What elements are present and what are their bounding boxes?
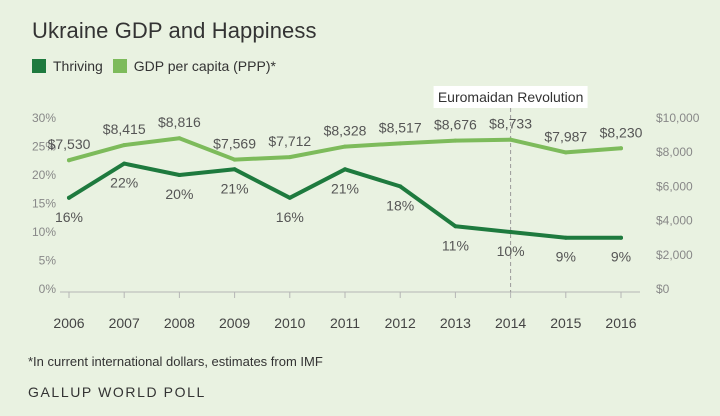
gdp-data-point — [232, 157, 237, 162]
gdp-data-label: $8,230 — [600, 124, 643, 140]
gdp-data-point — [67, 158, 71, 163]
right-axis-tick-label: $0 — [656, 282, 670, 296]
x-axis-tick-label: 2007 — [109, 315, 140, 331]
legend-swatch-gdp — [112, 59, 127, 73]
x-axis-tick-label: 2013 — [440, 315, 471, 331]
x-axis-tick-label: 2015 — [550, 315, 581, 331]
x-axis-tick-label: 2012 — [385, 315, 416, 331]
annotation-label: Euromaidan Revolution — [438, 89, 584, 105]
thriving-data-point — [67, 195, 71, 200]
thriving-data-label: 10% — [497, 243, 525, 259]
chart-legend: Thriving GDP per capita (PPP)* — [32, 58, 286, 74]
thriving-series-line — [67, 161, 623, 240]
gdp-data-label: $8,676 — [434, 117, 477, 133]
gdp-series-line — [67, 136, 623, 163]
thriving-data-point — [398, 184, 403, 189]
gdp-data-point — [619, 146, 623, 151]
thriving-data-label: 16% — [276, 209, 304, 225]
left-axis-tick-label: 0% — [39, 282, 57, 296]
right-axis-tick-label: $2,000 — [656, 248, 693, 262]
thriving-data-point — [343, 167, 347, 172]
gdp-data-label: $7,987 — [544, 128, 587, 144]
gdp-data-label: $7,712 — [268, 133, 311, 149]
thriving-data-label: 21% — [221, 180, 249, 196]
x-axis-tick-label: 2006 — [53, 315, 84, 331]
gdp-data-point — [453, 138, 458, 143]
gdp-data-label: $8,415 — [103, 121, 146, 137]
gdp-data-point — [343, 144, 347, 149]
thriving-data-point — [287, 195, 292, 200]
right-axis-tick-label: $6,000 — [656, 179, 693, 193]
gdp-data-label: $7,530 — [48, 136, 91, 152]
legend-label-gdp: GDP per capita (PPP)* — [133, 58, 276, 74]
left-axis-tick-label: 30% — [32, 111, 56, 125]
thriving-data-label: 11% — [442, 237, 469, 253]
gdp-data-point — [508, 137, 513, 142]
thriving-data-point — [508, 230, 513, 234]
left-axis-tick-label: 25% — [32, 140, 56, 154]
gdp-data-point — [287, 155, 292, 160]
source-credit: GALLUP WORLD POLL — [28, 384, 206, 400]
thriving-data-label: 21% — [331, 180, 359, 196]
legend-swatch-thriving — [32, 59, 46, 73]
gdp-data-point — [563, 150, 568, 155]
footnote: *In current international dollars, estim… — [28, 354, 323, 369]
thriving-data-point — [232, 167, 237, 172]
right-axis-tick-label: $4,000 — [656, 214, 693, 228]
right-axis-tick-label: $8,000 — [656, 145, 693, 159]
thriving-data-point — [177, 173, 182, 177]
gdp-data-label: $8,816 — [158, 114, 201, 130]
thriving-data-point — [563, 235, 568, 240]
thriving-data-point — [453, 224, 458, 229]
left-axis-tick-label: 20% — [32, 168, 56, 182]
gdp-data-label: $8,517 — [379, 119, 422, 135]
legend-label-thriving: Thriving — [53, 58, 103, 74]
legend-item-thriving: Thriving — [32, 58, 103, 74]
thriving-data-label: 22% — [110, 175, 138, 191]
x-axis-tick-label: 2010 — [274, 315, 305, 331]
chart-title: Ukraine GDP and Happiness — [32, 18, 317, 43]
thriving-data-label: 20% — [165, 186, 193, 202]
gdp-data-label: $7,569 — [213, 136, 256, 152]
thriving-data-label: 9% — [556, 249, 576, 265]
thriving-data-label: 18% — [386, 197, 414, 213]
gdp-data-point — [122, 143, 127, 148]
left-axis-tick-label: 5% — [39, 254, 57, 268]
x-axis-tick-label: 2008 — [164, 315, 195, 331]
gdp-data-point — [398, 141, 403, 146]
thriving-data-point — [619, 235, 623, 240]
thriving-data-point — [122, 161, 127, 166]
x-axis-tick-label: 2016 — [605, 315, 636, 331]
x-axis-tick-label: 2014 — [495, 315, 526, 331]
thriving-data-label: 9% — [611, 249, 631, 265]
annotation-box — [433, 86, 588, 108]
x-axis-tick-label: 2011 — [330, 315, 360, 331]
x-axis-tick-label: 2009 — [219, 315, 250, 331]
left-axis-tick-label: 15% — [32, 197, 56, 211]
gdp-data-label: $8,733 — [489, 116, 532, 132]
left-axis-tick-label: 10% — [32, 225, 56, 239]
thriving-data-label: 16% — [55, 209, 83, 225]
gdp-data-label: $8,328 — [324, 123, 367, 139]
legend-item-gdp: GDP per capita (PPP)* — [112, 58, 276, 74]
gdp-data-point — [177, 136, 182, 141]
right-axis-tick-label: $10,000 — [656, 111, 700, 125]
